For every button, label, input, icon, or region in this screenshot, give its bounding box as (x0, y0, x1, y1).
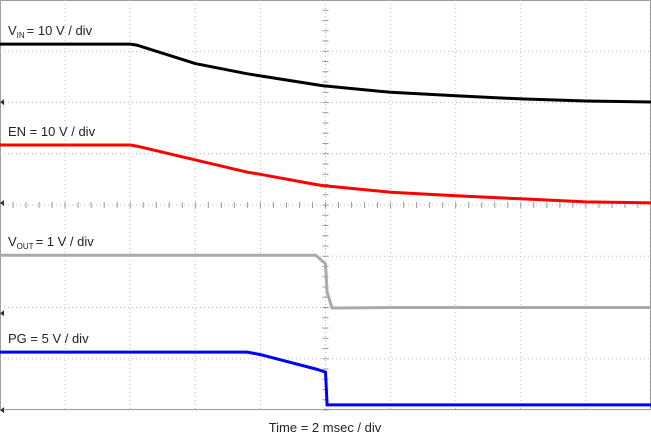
series-line (0, 350, 651, 407)
series-label: VIN = 10 V / div (8, 23, 93, 40)
series-label-name: V (8, 234, 17, 249)
series-label-name: EN = 10 V / div (8, 124, 96, 139)
series-label-suffix: = 10 V / div (27, 23, 93, 38)
channel-marker (0, 407, 4, 414)
series-line (0, 253, 651, 310)
series-label-suffix: = 1 V / div (36, 234, 95, 249)
series-line (0, 42, 651, 104)
series-line (0, 143, 651, 205)
channel-marker (0, 99, 4, 106)
series-label: VOUT = 1 V / div (8, 234, 94, 251)
series-label: EN = 10 V / div (8, 124, 96, 139)
series-label: PG = 5 V / div (8, 331, 89, 346)
channel-marker (0, 200, 4, 207)
series-label-name: PG = 5 V / div (8, 331, 89, 346)
channel-marker (0, 310, 4, 317)
series-label-name: V (8, 23, 17, 38)
series-label-sub: OUT (17, 242, 34, 251)
series-label-sub: IN (17, 31, 25, 40)
x-axis-label: Time = 2 msec / div (269, 420, 382, 434)
